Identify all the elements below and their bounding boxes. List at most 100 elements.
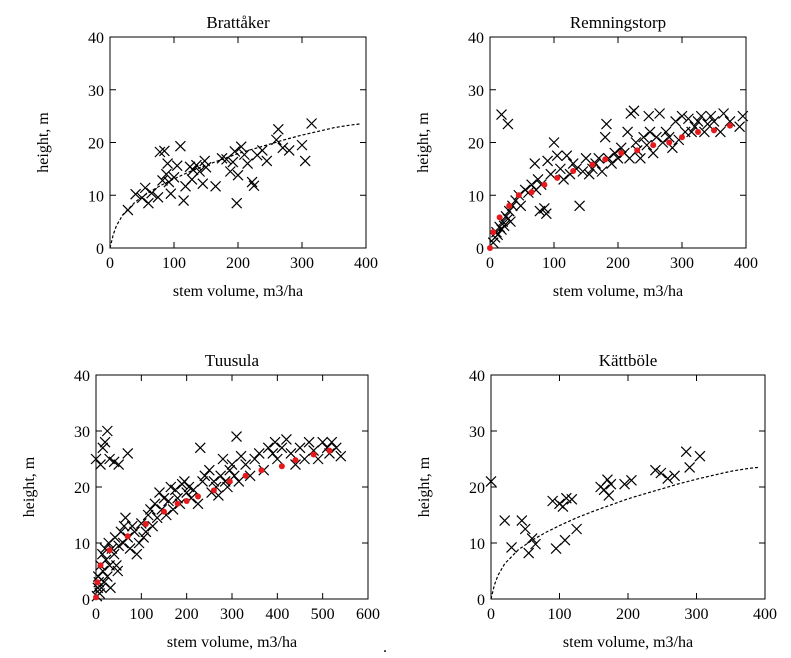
x-axis-label: stem volume, m3/ha xyxy=(173,283,303,300)
observation-marker xyxy=(566,493,578,505)
observation-marker xyxy=(124,543,136,555)
observation-marker xyxy=(267,447,279,459)
mean-point xyxy=(310,451,317,458)
y-tick-label: 30 xyxy=(74,424,90,441)
observation-marker xyxy=(516,515,528,527)
mean-point xyxy=(97,562,104,569)
observation-marker xyxy=(157,175,168,186)
mean-point xyxy=(666,139,673,146)
x-tick-label: 0 xyxy=(486,255,494,272)
mean-point xyxy=(124,533,131,540)
y-axis-label: height, m xyxy=(21,456,38,517)
observation-marker xyxy=(503,205,515,217)
observation-marker xyxy=(162,158,174,170)
observation-marker xyxy=(248,180,260,192)
observation-marker xyxy=(233,475,245,487)
y-tick-label: 30 xyxy=(88,83,104,100)
x-tick-label: 200 xyxy=(226,255,250,272)
observation-marker xyxy=(240,459,252,471)
mean-point xyxy=(226,478,233,485)
y-tick-label: 40 xyxy=(74,368,90,385)
observation-marker xyxy=(197,178,209,190)
observation-marker xyxy=(680,446,692,458)
panel-title: Kättböle xyxy=(599,351,658,370)
y-tick-label: 30 xyxy=(469,424,485,441)
observation-marker xyxy=(231,197,243,209)
observation-marker xyxy=(144,503,156,515)
observation-marker xyxy=(708,115,720,127)
x-axis-label: stem volume, m3/ha xyxy=(563,634,693,651)
observation-marker xyxy=(596,166,608,177)
observation-marker xyxy=(208,475,220,487)
fit-curve xyxy=(109,123,360,249)
observation-marker xyxy=(227,156,239,168)
observation-marker xyxy=(603,489,615,501)
observation-marker xyxy=(112,565,124,577)
mean-point xyxy=(174,500,181,507)
observation-marker xyxy=(197,475,208,487)
observation-marker xyxy=(554,163,566,175)
mean-point xyxy=(183,498,190,504)
observation-marker xyxy=(593,152,605,164)
observation-marker xyxy=(641,139,653,151)
observation-marker xyxy=(519,523,531,535)
observation-marker xyxy=(90,453,102,465)
observation-marker xyxy=(498,220,510,232)
observation-marker xyxy=(724,115,736,127)
y-tick-label: 0 xyxy=(96,241,104,258)
observation-marker xyxy=(238,149,250,161)
x-tick-label: 600 xyxy=(356,606,380,623)
observation-marker xyxy=(540,208,552,220)
observation-marker xyxy=(529,158,541,170)
x-tick-label: 300 xyxy=(290,255,314,272)
observation-marker xyxy=(277,142,289,154)
observation-marker xyxy=(557,501,569,513)
observation-marker xyxy=(647,147,659,159)
observation-marker xyxy=(515,200,527,212)
panel-title: Brattåker xyxy=(206,13,270,32)
observation-marker xyxy=(657,137,669,148)
observation-marker xyxy=(172,492,184,504)
observation-marker xyxy=(542,155,554,167)
x-tick-label: 200 xyxy=(175,606,199,623)
observation-marker xyxy=(190,159,202,171)
plot-frame xyxy=(95,374,369,600)
observation-marker xyxy=(280,433,292,445)
y-axis-label: height, m xyxy=(416,456,433,517)
observation-marker xyxy=(574,200,586,212)
observation-marker xyxy=(580,152,592,164)
observation-marker xyxy=(660,126,672,138)
observation-marker xyxy=(506,200,518,212)
y-tick-label: 20 xyxy=(468,136,484,153)
mean-point xyxy=(506,202,513,209)
observation-marker xyxy=(199,155,211,167)
observation-marker xyxy=(95,459,106,471)
observation-marker xyxy=(120,512,131,524)
mean-point xyxy=(490,229,497,236)
mean-point xyxy=(554,174,561,181)
observation-marker xyxy=(130,188,142,200)
observation-marker xyxy=(154,146,166,158)
observation-marker xyxy=(490,226,502,238)
mean-point xyxy=(711,127,717,134)
observation-marker xyxy=(326,436,338,448)
observation-marker xyxy=(126,520,138,532)
observation-marker xyxy=(122,204,134,216)
observation-marker xyxy=(171,160,183,172)
observation-marker xyxy=(261,155,273,167)
y-tick-label: 0 xyxy=(476,241,484,258)
mean-point xyxy=(142,520,149,527)
x-tick-label: 300 xyxy=(670,255,694,272)
observation-marker xyxy=(215,470,227,482)
observation-marker xyxy=(496,109,507,120)
observation-marker xyxy=(702,118,714,130)
observation-marker xyxy=(317,436,329,448)
mean-point xyxy=(589,161,596,168)
mean-point xyxy=(602,156,609,163)
x-tick-label: 0 xyxy=(487,606,495,623)
x-tick-label: 100 xyxy=(542,255,566,272)
observation-marker xyxy=(244,470,256,482)
observation-marker xyxy=(242,158,254,170)
observation-marker xyxy=(705,110,717,122)
observation-marker xyxy=(152,191,164,203)
